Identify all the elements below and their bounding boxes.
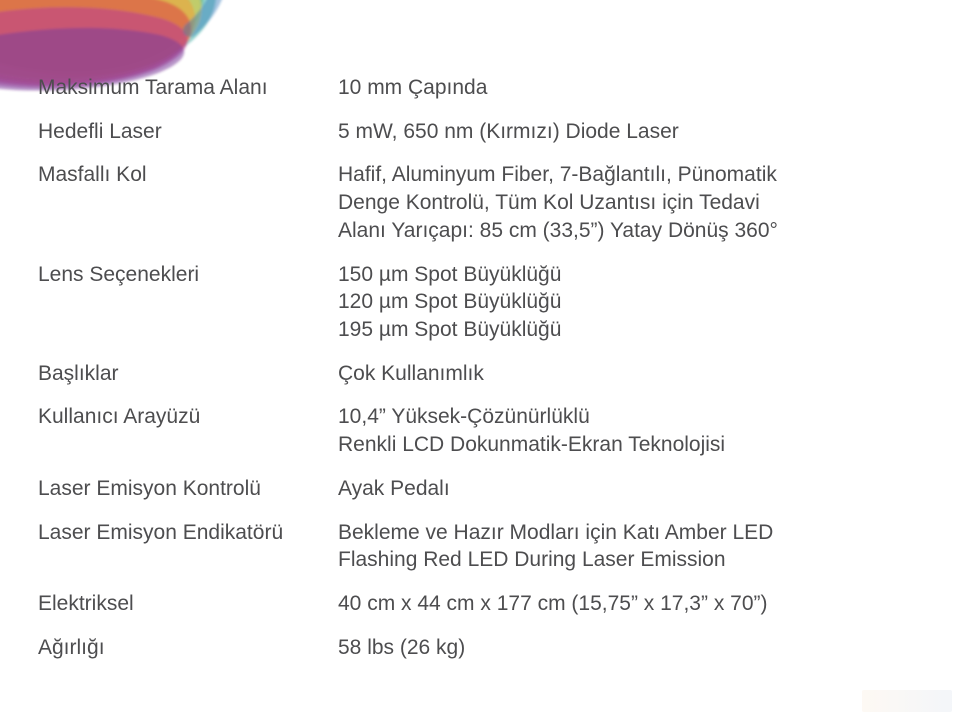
table-row: Başlıklar Çok Kullanımlık <box>38 352 932 396</box>
table-row: Lens Seçenekleri 150 µm Spot Büyüklüğü12… <box>38 253 932 352</box>
spec-value: 58 lbs (26 kg) <box>338 626 932 670</box>
table-row: Masfallı Kol Hafif, Aluminyum Fiber, 7-B… <box>38 153 932 252</box>
spec-value: Ayak Pedalı <box>338 467 932 511</box>
spec-sheet: Maksimum Tarama Alanı 10 mm Çapında Hede… <box>38 66 932 706</box>
spec-table: Maksimum Tarama Alanı 10 mm Çapında Hede… <box>38 66 932 670</box>
spec-key: Başlıklar <box>38 352 338 396</box>
spec-key: Hedefli Laser <box>38 110 338 154</box>
table-row: Laser Emisyon Kontrolü Ayak Pedalı <box>38 467 932 511</box>
spec-value: 10,4” Yüksek-ÇözünürlüklüRenkli LCD Doku… <box>338 395 932 466</box>
spec-key: Masfallı Kol <box>38 153 338 252</box>
spec-value: 150 µm Spot Büyüklüğü120 µm Spot Büyüklü… <box>338 253 932 352</box>
spec-key: Elektriksel <box>38 582 338 626</box>
spec-value: Hafif, Aluminyum Fiber, 7-Bağlantılı, Pü… <box>338 153 932 252</box>
table-row: Kullanıcı Arayüzü 10,4” Yüksek-Çözünürlü… <box>38 395 932 466</box>
table-row: Laser Emisyon Endikatörü Bekleme ve Hazı… <box>38 511 932 582</box>
table-row: Elektriksel 40 cm x 44 cm x 177 cm (15,7… <box>38 582 932 626</box>
spec-key: Lens Seçenekleri <box>38 253 338 352</box>
spec-value: Bekleme ve Hazır Modları için Katı Amber… <box>338 511 932 582</box>
spec-key: Kullanıcı Arayüzü <box>38 395 338 466</box>
spec-key: Laser Emisyon Endikatörü <box>38 511 338 582</box>
table-row: Ağırlığı 58 lbs (26 kg) <box>38 626 932 670</box>
spec-key: Laser Emisyon Kontrolü <box>38 467 338 511</box>
spec-value: Çok Kullanımlık <box>338 352 932 396</box>
spec-key: Maksimum Tarama Alanı <box>38 66 338 110</box>
spec-value: 10 mm Çapında <box>338 66 932 110</box>
spec-key: Ağırlığı <box>38 626 338 670</box>
table-row: Maksimum Tarama Alanı 10 mm Çapında <box>38 66 932 110</box>
table-row: Hedefli Laser 5 mW, 650 nm (Kırmızı) Dio… <box>38 110 932 154</box>
spec-value: 40 cm x 44 cm x 177 cm (15,75” x 17,3” x… <box>338 582 932 626</box>
spec-tbody: Maksimum Tarama Alanı 10 mm Çapında Hede… <box>38 66 932 670</box>
spec-value: 5 mW, 650 nm (Kırmızı) Diode Laser <box>338 110 932 154</box>
